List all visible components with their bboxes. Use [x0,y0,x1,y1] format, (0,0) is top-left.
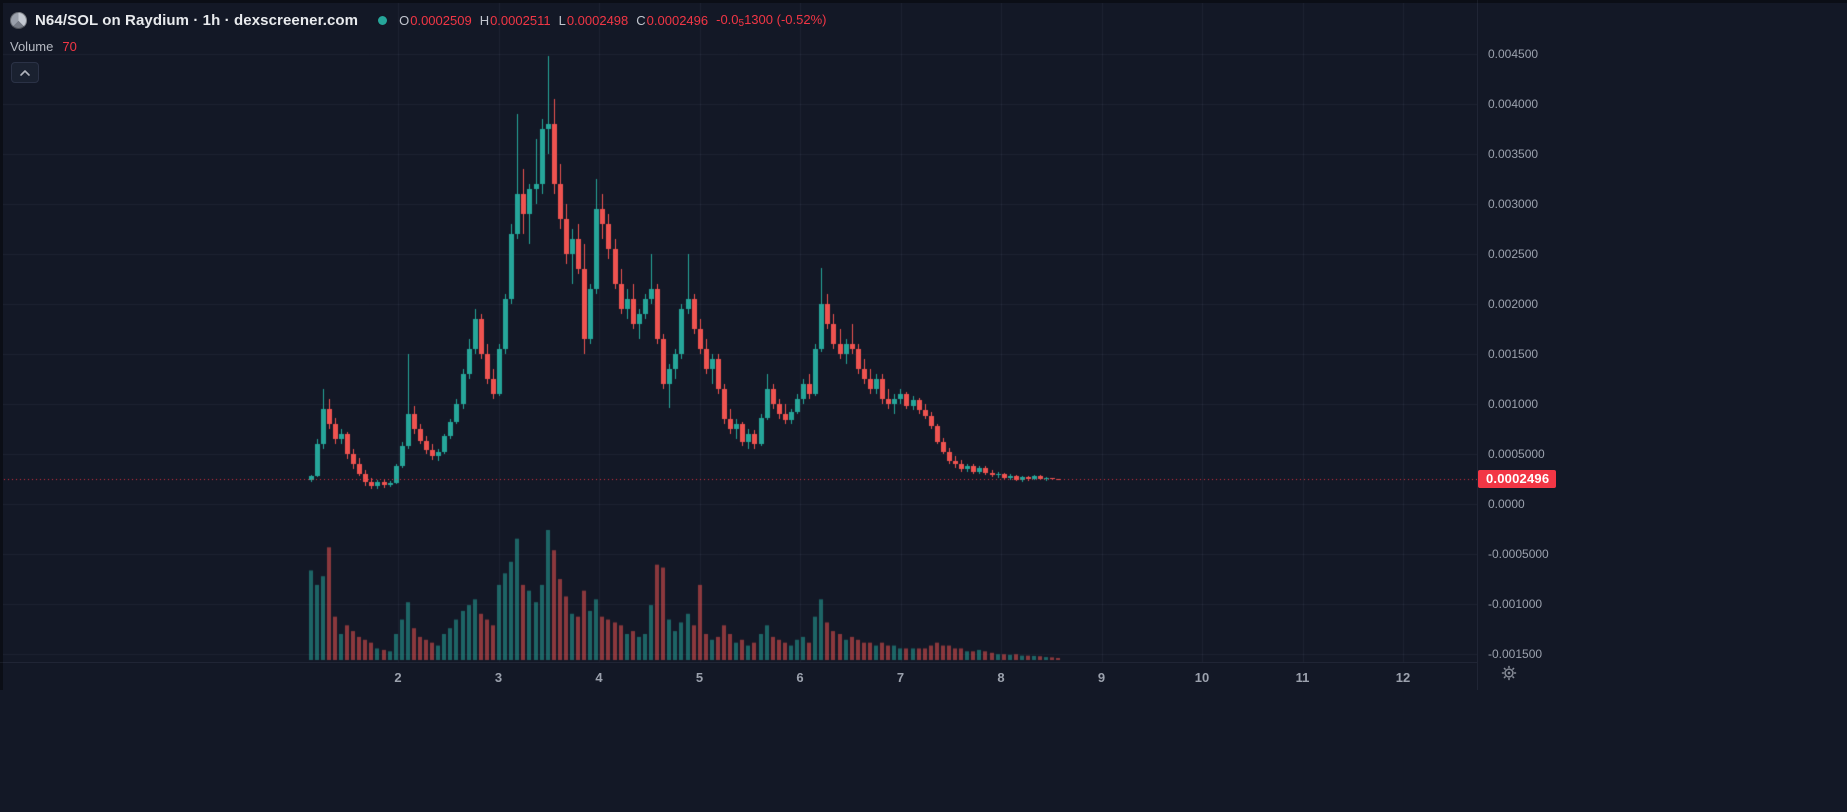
price-axis-label: 0.003500 [1488,147,1539,161]
window-top-edge [0,0,1847,3]
open-value: 0.0002509 [410,13,472,28]
price-axis-label: -0.001000 [1488,597,1543,611]
high-label: H [479,13,490,28]
change-subscript: 5 [738,18,745,29]
price-axis-label: 0.003000 [1488,197,1539,211]
change-value: -0.051300 (-0.52%) [716,12,827,29]
settings-gear-icon[interactable] [1500,664,1518,682]
time-axis-label: 8 [997,670,1005,685]
time-axis-label: 2 [394,670,402,685]
time-axis-label: 3 [494,670,503,685]
time-axis-label: 4 [595,670,603,685]
price-axis-label: 0.001000 [1488,397,1539,411]
price-axis-label: 0.004000 [1488,97,1539,111]
time-axis-label: 7 [896,670,905,685]
price-axis[interactable]: 0.004500 0.004000 0.003500 0.003000 0.002500… [1477,0,1847,690]
token-logo [10,12,27,29]
symbol-title: N64/SOL on Raydium · 1h · dexscreener.co… [35,12,359,29]
price-axis-label: 0.002000 [1488,297,1539,311]
price-axis-label: 0.004500 [1488,47,1539,61]
last-price-tag: 0.0002496 [1478,470,1557,488]
time-axis[interactable]: 2 3 4 5 6 7 8 9 10 11 12 [0,662,1477,691]
time-axis-label: 5 [695,670,704,685]
candlestick-canvas[interactable] [0,0,1477,690]
chevron-up-icon [20,69,30,76]
low-value: 0.0002498 [566,13,629,28]
price-axis-label: 0.0000 [1488,497,1525,511]
time-axis-label: 10 [1194,670,1210,685]
ohlc-readout: O 0.0002509 H 0.0002511 L 0.0002498 C 0.0002496… [399,12,826,29]
time-axis-label: 12 [1395,670,1411,685]
close-label: C [636,13,646,28]
window-left-edge [0,0,3,690]
high-value: 0.0002511 [490,13,551,28]
time-axis-label: 6 [796,670,804,685]
price-axis-label: -0.0005000 [1488,547,1549,561]
close-value: 0.0002496 [646,13,709,28]
series-status-dot [378,16,388,25]
price-axis-label: 0.002500 [1488,247,1539,261]
price-axis-label: -0.001500 [1488,647,1543,661]
price-axis-label: 0.001500 [1488,347,1539,361]
collapse-indicators-button[interactable] [11,62,39,83]
chart-legend: N64/SOL on Raydium · 1h · dexscreener.co… [10,12,826,29]
time-axis-label: 11 [1295,670,1310,685]
price-axis-label: 0.0005000 [1488,447,1545,461]
volume-readout: Volume 70 [10,39,77,54]
open-label: O [399,13,410,28]
low-label: L [558,13,566,28]
volume-value: 70 [62,39,77,54]
time-axis-label: 9 [1097,670,1106,685]
volume-label: Volume [10,39,54,54]
